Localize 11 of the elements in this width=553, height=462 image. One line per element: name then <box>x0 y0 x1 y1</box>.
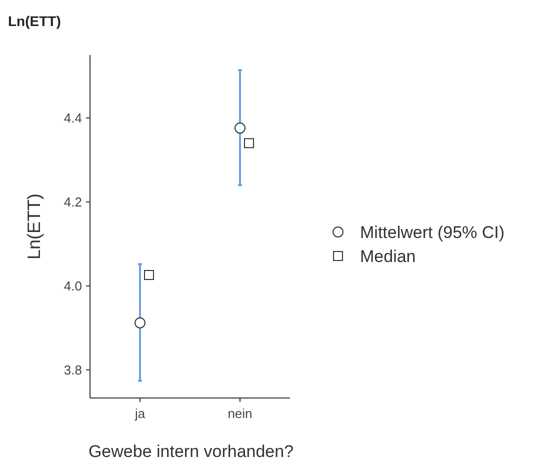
y-axis-title: Ln(ETT) <box>24 193 44 260</box>
chart-title: Ln(ETT) <box>8 13 61 29</box>
legend-label: Median <box>360 246 416 266</box>
y-tick-label: 4.4 <box>64 110 82 126</box>
x-tick-label: ja <box>134 406 146 421</box>
x-tick-label: nein <box>228 406 252 421</box>
y-tick-label: 4.0 <box>64 278 82 294</box>
y-tick-label: 4.2 <box>64 194 82 210</box>
y-tick-label: 3.8 <box>64 362 82 378</box>
legend-label: Mittelwert (95% CI) <box>360 222 505 242</box>
x-axis-title: Gewebe intern vorhanden? <box>88 442 294 461</box>
